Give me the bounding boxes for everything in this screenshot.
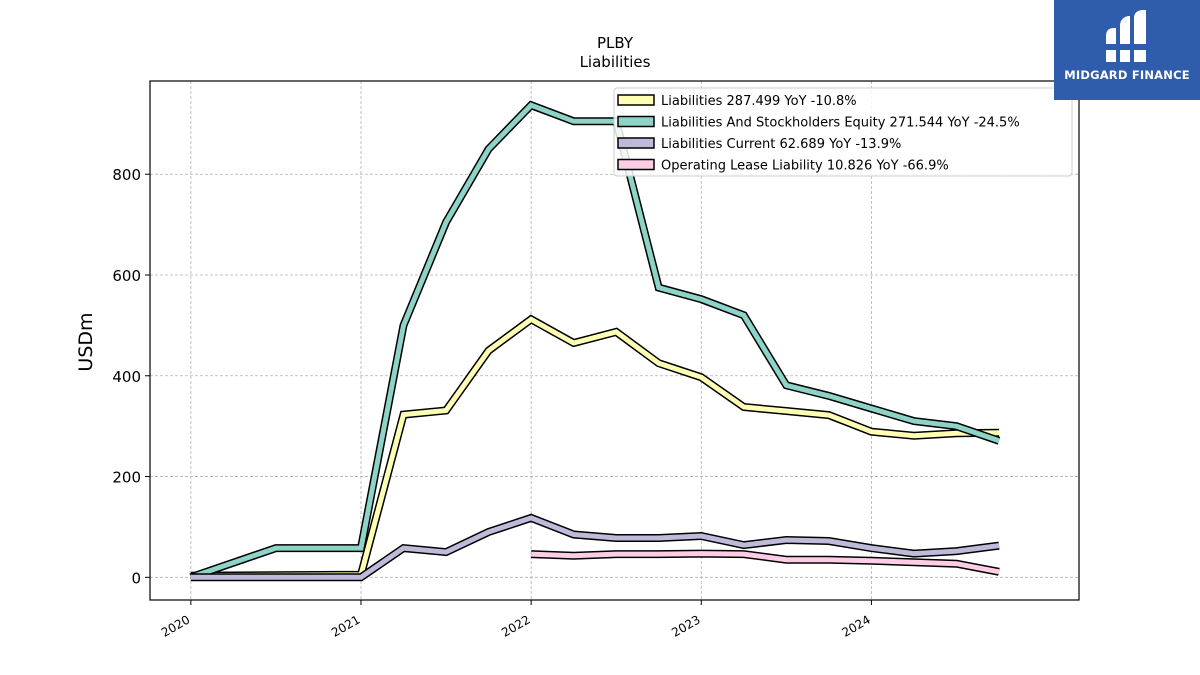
x-axis: 2020 2021 2022 2023 2024: [159, 600, 873, 640]
legend-swatch: [617, 137, 655, 149]
y-axis: 0 200 400 600 800: [112, 166, 150, 587]
legend-swatch: [617, 115, 655, 128]
midgard-finance-logo: MIDGARD FINANCE: [1054, 0, 1200, 100]
legend-swatch: [617, 158, 655, 171]
series-2: [190, 513, 1000, 582]
y-tick-label: 800: [112, 166, 141, 184]
x-tick-label: 2024: [839, 612, 872, 639]
legend-entry: Liabilities 287.499 YoY -10.8%: [661, 94, 857, 109]
series-line: [531, 551, 1000, 575]
series-line: [190, 316, 1000, 579]
y-axis-label: USDm: [75, 312, 97, 371]
y-tick-label: 0: [131, 569, 141, 587]
y-tick-label: 400: [112, 368, 141, 386]
series-3: [530, 549, 1000, 576]
series-layer: [189, 100, 1001, 582]
series-line: [189, 102, 1000, 580]
plot-frame: [149, 80, 1080, 601]
series-0: [190, 314, 1000, 580]
legend: Liabilities 287.499 YoY -10.8% Liabilitie…: [613, 87, 1073, 177]
legend-entry: Operating Lease Liability 10.826 YoY -66…: [661, 159, 949, 174]
x-tick-label: 2020: [159, 612, 192, 639]
y-tick-label: 200: [112, 469, 141, 487]
x-tick-label: 2023: [669, 612, 702, 639]
logo-text: MIDGARD FINANCE: [1064, 68, 1190, 82]
series-line: [190, 515, 1000, 580]
x-tick-label: 2021: [329, 612, 362, 639]
series-1: [189, 100, 1001, 582]
legend-swatch: [617, 94, 655, 106]
legend-entry: Liabilities Current 62.689 YoY -13.9%: [661, 137, 901, 152]
x-tick-label: 2022: [499, 612, 532, 639]
midgard-logo-icon: [1102, 10, 1150, 62]
legend-box: [613, 87, 1073, 177]
legend-entry: Liabilities And Stockholders Equity 271.…: [661, 116, 1020, 131]
chart-title: PLBY: [597, 34, 634, 52]
chart-subtitle: Liabilities: [580, 53, 651, 71]
y-tick-label: 600: [112, 267, 141, 285]
